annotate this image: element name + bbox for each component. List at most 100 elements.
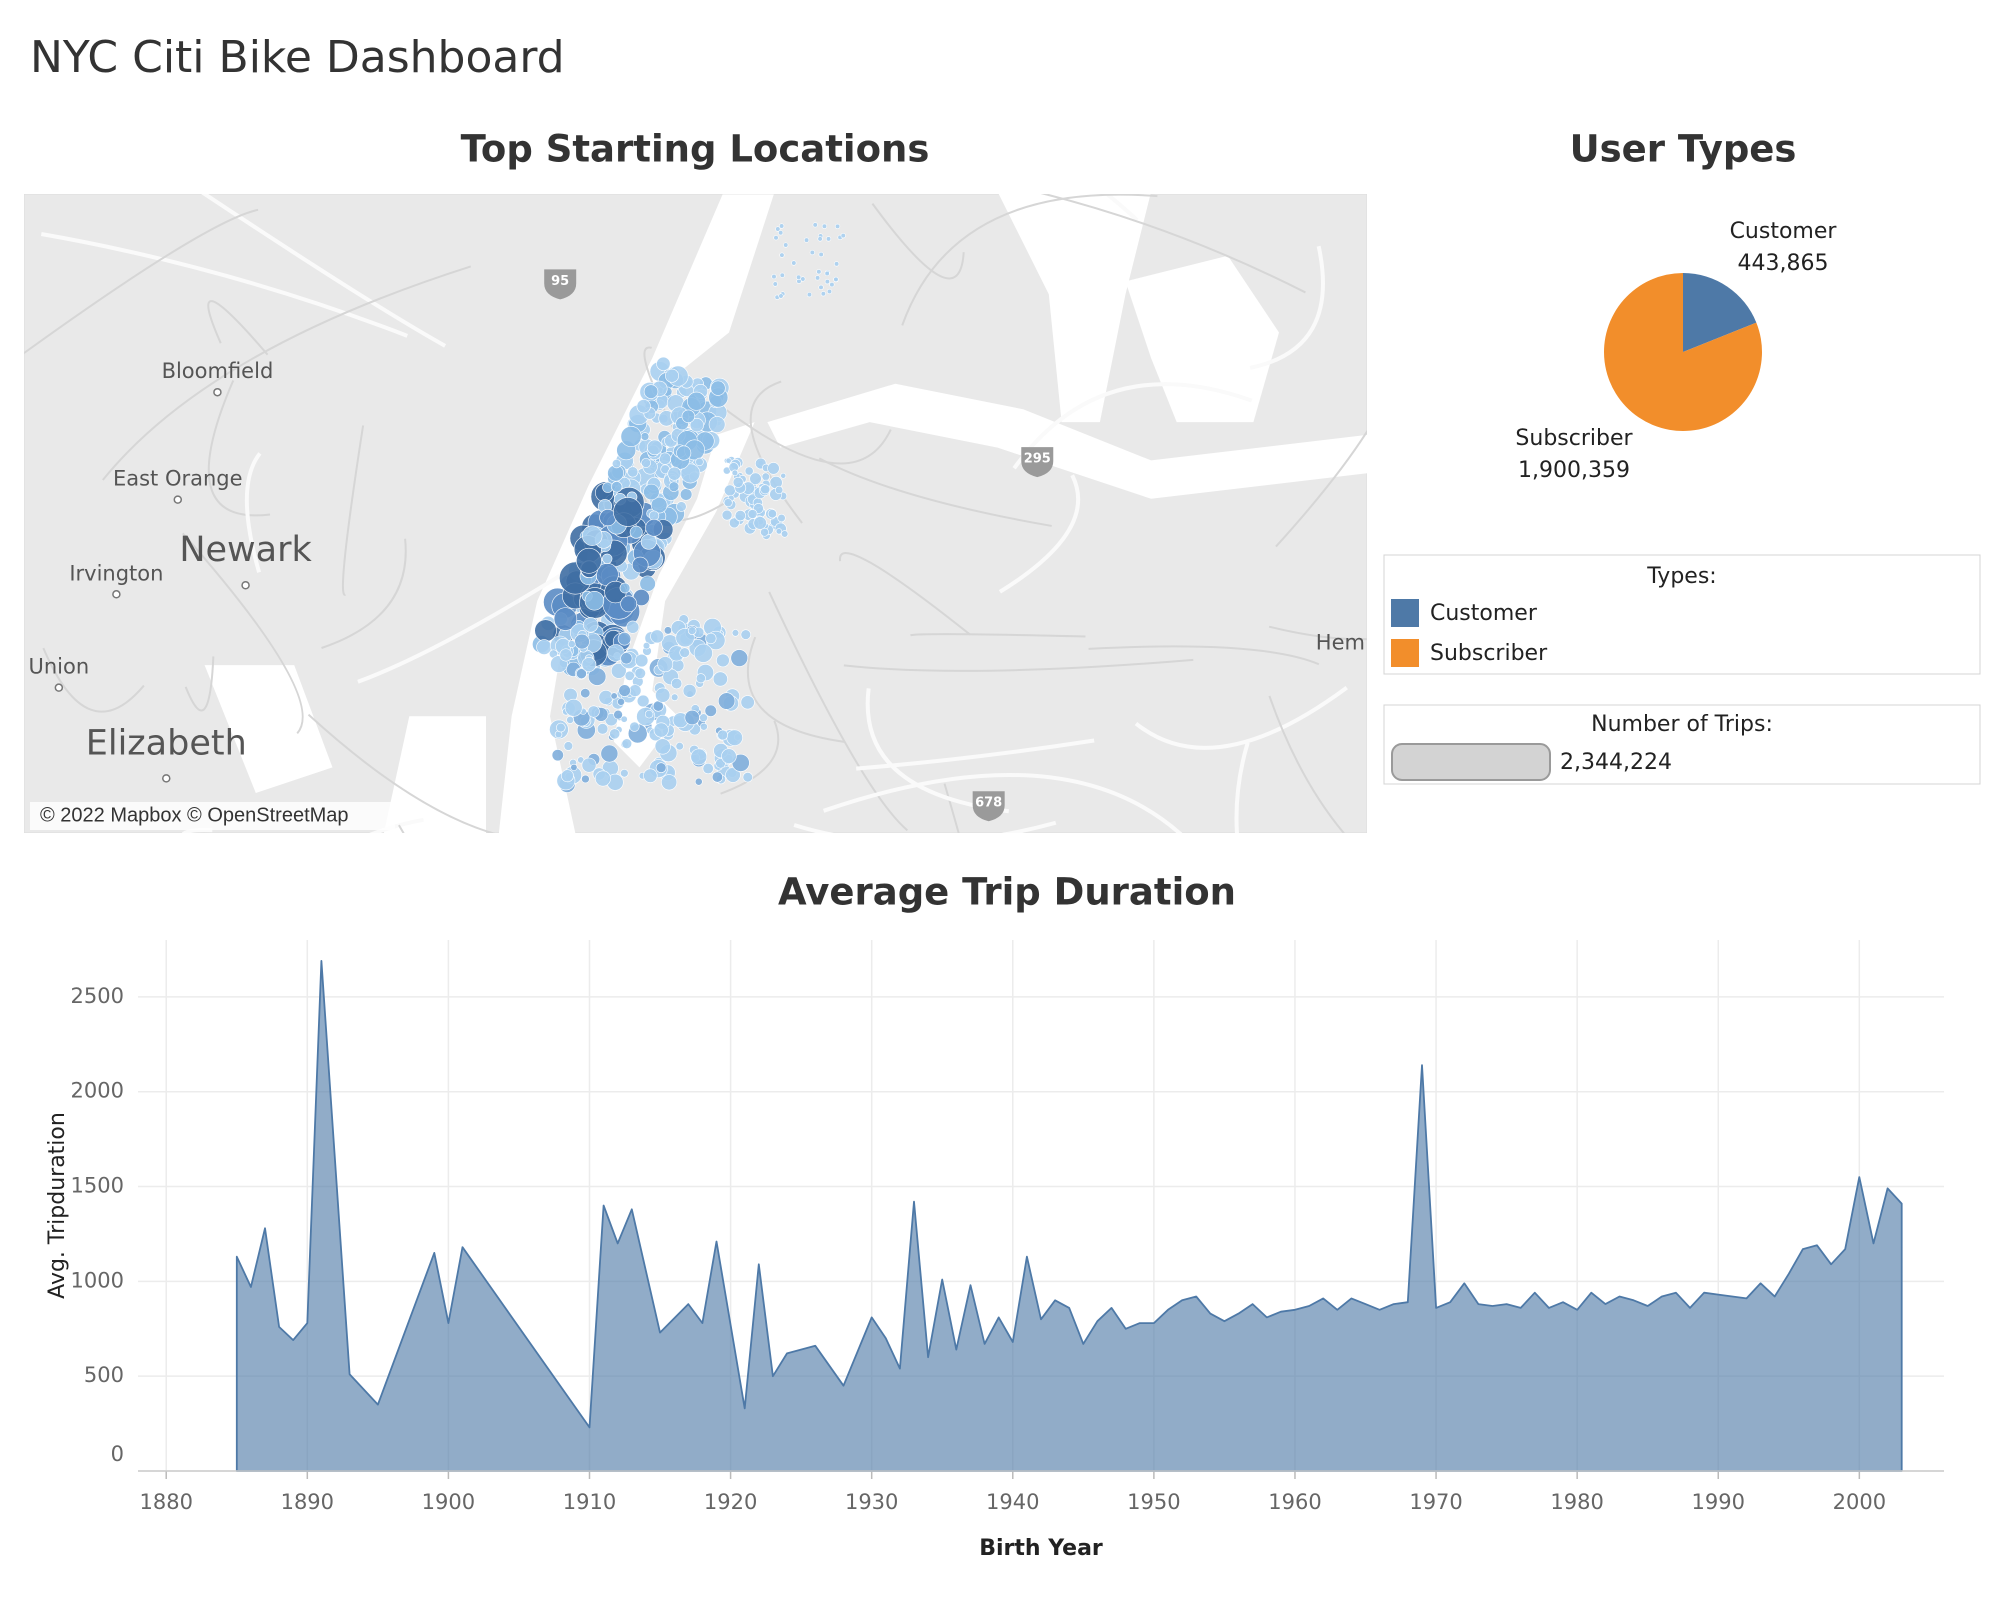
- map-title: Top Starting Locations: [461, 128, 930, 171]
- water: [204, 665, 333, 793]
- station-dot: [780, 472, 787, 479]
- station-dot: [724, 484, 736, 497]
- station-dot: [812, 222, 818, 228]
- x-tick-label: 1890: [281, 1490, 334, 1514]
- station-dot: [824, 279, 830, 285]
- station-dot: [740, 629, 751, 640]
- highway-shield: [1021, 447, 1054, 478]
- water: [383, 716, 486, 833]
- station-dot: [818, 284, 824, 290]
- station-dot: [775, 226, 781, 232]
- station-dot: [717, 729, 729, 741]
- water: [767, 383, 1367, 499]
- station-dot: [631, 556, 649, 574]
- station-dot: [779, 272, 785, 278]
- highway-label: 678: [975, 796, 1002, 811]
- station-dot: [642, 642, 651, 650]
- station-dot: [564, 698, 583, 717]
- station-dot: [679, 488, 693, 501]
- station-dot: [661, 774, 678, 791]
- station-dot: [834, 223, 841, 229]
- road: [201, 194, 447, 348]
- station-dot: [829, 281, 835, 288]
- road: [341, 425, 365, 596]
- road: [307, 713, 496, 833]
- town-label: Irvington: [69, 561, 163, 585]
- station-dot: [725, 457, 732, 464]
- x-tick-label: 1990: [1692, 1490, 1745, 1514]
- station-dot: [628, 684, 642, 697]
- station-dot: [624, 670, 635, 681]
- station-dot: [702, 762, 714, 775]
- road: [1268, 625, 1367, 641]
- road: [1134, 686, 1348, 750]
- town-label: Union: [28, 655, 89, 679]
- station-dot: [611, 481, 623, 493]
- station-dot: [760, 484, 771, 495]
- city-label: Elizabeth: [86, 723, 247, 763]
- station-dot: [773, 235, 779, 241]
- x-axis-label: Birth Year: [979, 1536, 1103, 1561]
- station-dot: [726, 729, 743, 746]
- station-dot: [721, 748, 737, 764]
- road: [1040, 194, 1306, 294]
- station-dot: [566, 716, 575, 724]
- road: [244, 452, 262, 573]
- road: [24, 208, 259, 355]
- station-dot: [740, 695, 755, 710]
- station-dot: [753, 516, 767, 530]
- station-dot: [684, 709, 700, 726]
- station-dot: [728, 517, 740, 529]
- station-dot: [620, 715, 628, 723]
- station-dot: [708, 416, 726, 433]
- station-dot: [655, 762, 667, 774]
- water: [998, 194, 1151, 423]
- x-tick-label: 1930: [845, 1490, 898, 1514]
- water: [1125, 255, 1279, 423]
- road: [901, 194, 1158, 326]
- station-dot: [796, 274, 802, 280]
- pie-slice: [1683, 273, 1757, 352]
- road: [207, 300, 269, 356]
- station-dot: [747, 509, 758, 519]
- station-dot: [636, 694, 650, 708]
- station-dot: [650, 629, 665, 644]
- station-dot: [629, 721, 640, 732]
- station-dot: [721, 509, 733, 521]
- station-dot: [619, 582, 631, 594]
- station-dot: [617, 697, 625, 706]
- station-dot: [731, 469, 739, 477]
- town-marker: [54, 683, 64, 692]
- y-tick-label: 500: [84, 1363, 124, 1387]
- station-dot: [551, 749, 564, 762]
- road: [839, 552, 971, 636]
- station-dot: [772, 281, 778, 287]
- road: [793, 820, 1057, 833]
- station-dot: [675, 742, 684, 751]
- station-dot: [821, 223, 828, 229]
- pie-slice: [1604, 273, 1762, 431]
- station-dot: [676, 445, 692, 461]
- station-dot: [655, 687, 671, 703]
- station-dot: [781, 530, 789, 538]
- station-dot: [581, 657, 597, 672]
- station-dot: [634, 653, 649, 668]
- station-dot: [553, 607, 578, 631]
- legend-title: Types:: [1646, 564, 1716, 589]
- station-dot: [534, 619, 557, 642]
- station-dot: [581, 757, 597, 773]
- station-dot: [639, 575, 656, 592]
- road: [910, 633, 1086, 638]
- y-tick-label: 0: [111, 1442, 124, 1466]
- station-dot: [645, 519, 663, 537]
- station-dot: [620, 425, 642, 447]
- station-dot: [584, 591, 605, 611]
- road: [42, 647, 145, 713]
- station-dot: [609, 728, 621, 740]
- y-axis-label: Avg. Tripduration: [45, 1112, 70, 1299]
- x-tick-label: 1980: [1550, 1490, 1603, 1514]
- station-dot: [731, 629, 740, 637]
- station-dot: [725, 767, 741, 783]
- town-label: East Orange: [113, 467, 243, 491]
- road: [822, 773, 1183, 833]
